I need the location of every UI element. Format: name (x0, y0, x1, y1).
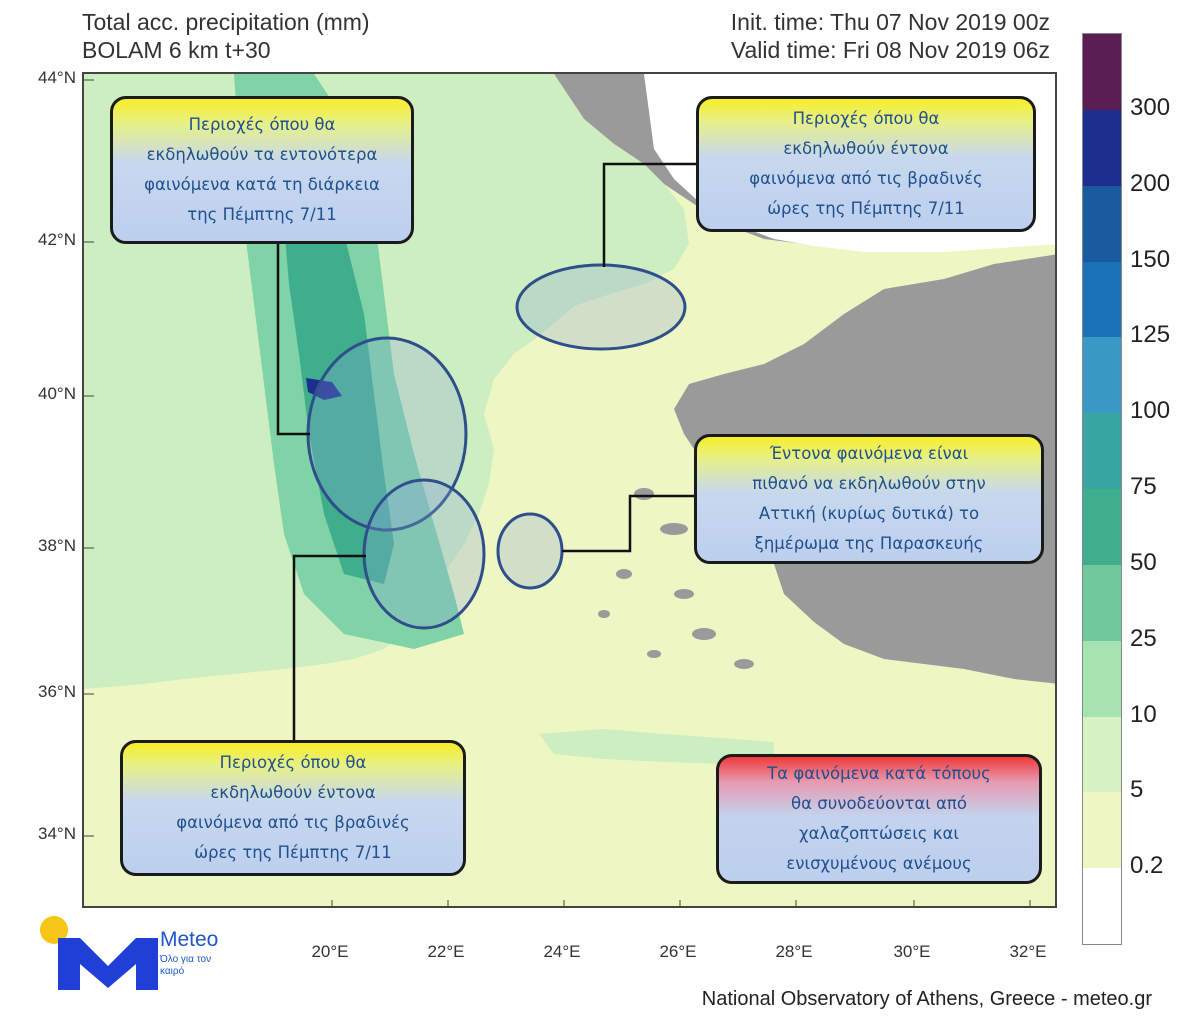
graticule-ticks (84, 79, 1031, 906)
colorbar-label: 50 (1130, 548, 1157, 576)
highlight-areas (306, 263, 687, 630)
map-title: Total acc. precipitation (mm) BOLAM 6 km… (82, 8, 370, 64)
callout-middle-right-line1: Έντονα φαινόμενα είναι (769, 444, 969, 463)
callout-top-right-line4: ώρες της Πέμπτης 7/11 (767, 199, 965, 218)
area-ellipse-peloponnese (362, 478, 486, 630)
colorbar-label: 150 (1130, 245, 1171, 273)
callout-bottom-left-line3: φαινόμενα από τις βραδινές (176, 813, 410, 832)
precipitation-colorbar (1082, 33, 1122, 945)
callout-top-left: Περιοχές όπου θα εκδηλωθούν τα εντονότερ… (110, 96, 414, 244)
callout-middle-right-line3: Αττική (κυρίως δυτικά) το (758, 504, 980, 523)
callout-top-left-line4: της Πέμπτης 7/11 (187, 205, 337, 224)
lat-label-42: 42°N (38, 230, 76, 249)
colorbar-label: 200 (1130, 169, 1171, 197)
map-title-line1: Total acc. precipitation (mm) (82, 9, 370, 35)
area-ellipse-northeast (515, 263, 687, 351)
callout-top-left-line3: φαινόμενα κατά τη διάρκεια (144, 175, 380, 194)
lon-label-28: 28°E (775, 942, 813, 961)
colorbar-segment (1083, 489, 1121, 566)
callout-bottom-right: Τα φαινόμενα κατά τόπους θα συνοδεύονται… (716, 754, 1042, 884)
callout-bottom-left: Περιοχές όπου θα εκδηλωθούν έντονα φαινό… (120, 740, 466, 876)
callout-bottom-right-line1: Τα φαινόμενα κατά τόπους (767, 764, 991, 783)
callout-middle-right-line2: πιθανό να εκδηλωθούν στην (752, 474, 986, 493)
colorbar-label: 125 (1130, 321, 1171, 349)
callout-top-left-line1: Περιοχές όπου θα (188, 115, 336, 134)
lon-label-20: 20°E (311, 942, 349, 961)
init-time: Init. time: Thu 07 Nov 2019 00z (730, 9, 1050, 35)
colorbar-segment (1083, 640, 1121, 717)
colorbar-segment (1083, 792, 1121, 869)
logo-name: Meteo (160, 928, 219, 951)
logo-m-icon (58, 938, 158, 990)
callout-bottom-right-line2: θα συνοδεύονται από (791, 794, 967, 813)
lat-label-40: 40°N (38, 384, 76, 403)
lon-label-22: 22°E (427, 942, 465, 961)
callout-top-right-line3: φαινόμενα από τις βραδινές (749, 169, 983, 188)
lat-label-38: 38°N (38, 536, 76, 555)
forecast-times: Init. time: Thu 07 Nov 2019 00z Valid ti… (731, 8, 1050, 64)
lat-label-44: 44°N (38, 68, 76, 87)
precipitation-map: Περιοχές όπου θα εκδηλωθούν τα εντονότερ… (82, 72, 1057, 908)
logo-tagline: Όλο για τον καιρό (160, 954, 212, 977)
colorbar-label: 10 (1130, 700, 1157, 728)
meteo-logo: Meteo Όλο για τον καιρό (40, 912, 230, 990)
valid-time: Valid time: Fri 08 Nov 2019 06z (730, 37, 1050, 63)
colorbar-segment (1083, 185, 1121, 262)
colorbar-label: 100 (1130, 397, 1171, 425)
callout-bottom-left-line4: ώρες της Πέμπτης 7/11 (194, 843, 392, 862)
colorbar-segment (1083, 868, 1121, 945)
lon-label-24: 24°E (543, 942, 581, 961)
callout-middle-right: Έντονα φαινόμενα είναι πιθανό να εκδηλωθ… (694, 434, 1044, 564)
crete-island (539, 729, 774, 764)
callout-bottom-left-line2: εκδηλωθούν έντονα (210, 783, 376, 802)
callout-middle-right-line4: ξημέρωμα της Παρασκευής (754, 534, 984, 553)
lat-label-34: 34°N (38, 824, 76, 843)
lon-label-26: 26°E (659, 942, 697, 961)
callout-bottom-right-line3: χαλαζοπτώσεις και (799, 824, 959, 843)
callout-bottom-right-line4: ενισχυμένους ανέμους (786, 854, 972, 873)
callout-top-left-line2: εκδηλωθούν τα εντονότερα (146, 145, 378, 164)
callout-bottom-left-line1: Περιοχές όπου θα (219, 753, 367, 772)
colorbar-segment (1083, 34, 1121, 111)
lon-label-32: 32°E (1009, 942, 1047, 961)
colorbar-segment (1083, 716, 1121, 793)
callout-connectors (276, 162, 699, 740)
callout-top-right-line1: Περιοχές όπου θα (792, 109, 940, 128)
colorbar-label: 25 (1130, 624, 1157, 652)
colorbar-segment (1083, 564, 1121, 642)
colorbar-segment (1083, 337, 1121, 414)
rain-core (284, 224, 394, 584)
colorbar-label: 75 (1130, 473, 1157, 500)
lat-label-36: 36°N (38, 682, 76, 701)
colorbar-label: 300 (1130, 93, 1171, 121)
callout-top-right: Περιοχές όπου θα εκδηλωθούν έντονα φαινό… (696, 96, 1036, 232)
credit-text: National Observatory of Athens, Greece -… (701, 988, 1152, 1010)
colorbar-segment (1083, 413, 1121, 490)
colorbar-label: 5 (1130, 776, 1144, 804)
callout-top-right-line2: εκδηλωθούν έντονα (783, 139, 949, 158)
lon-label-30: 30°E (893, 942, 931, 961)
colorbar-label: 0.2 (1130, 852, 1164, 880)
colorbar-segment (1083, 109, 1121, 187)
colorbar-segment (1083, 261, 1121, 338)
map-title-line2: BOLAM 6 km t+30 (82, 37, 271, 63)
area-ellipse-attica (496, 512, 564, 590)
